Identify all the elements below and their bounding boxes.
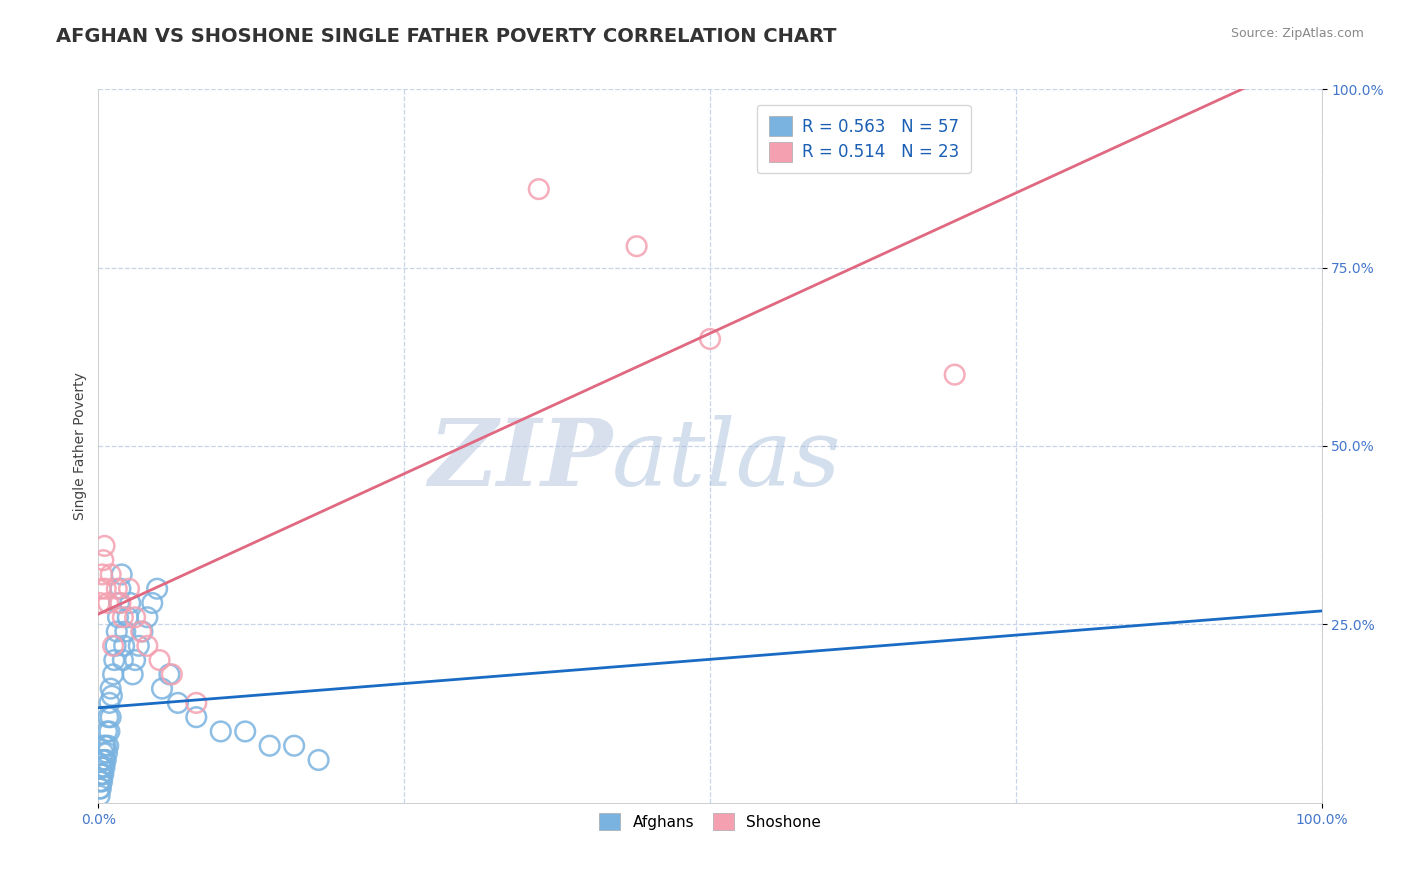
Point [108,596,131,610]
Point [101,667,124,681]
Point [121,667,143,681]
Point [90,774,112,789]
Point [91,567,114,582]
Point [527,182,550,196]
Point [94,753,117,767]
Point [112,639,135,653]
Point [89,781,111,796]
Point [283,739,305,753]
Point [124,610,146,624]
Point [93,753,115,767]
Point [160,667,183,681]
Point [89,789,111,803]
Point [105,624,128,639]
Point [150,681,173,696]
Point [90,781,112,796]
Point [104,639,127,653]
Y-axis label: Single Father Poverty: Single Father Poverty [73,372,87,520]
Point [91,774,114,789]
Point [93,539,115,553]
Point [107,610,129,624]
Point [186,696,208,710]
Point [91,753,114,767]
Text: AFGHAN VS SHOSHONE SINGLE FATHER POVERTY CORRELATION CHART: AFGHAN VS SHOSHONE SINGLE FATHER POVERTY… [56,27,837,45]
Point [97,596,120,610]
Point [131,624,153,639]
Point [167,696,190,710]
Text: atlas: atlas [612,416,842,505]
Point [101,639,124,653]
Point [699,332,721,346]
Point [943,368,966,382]
Point [149,653,172,667]
Point [91,760,114,774]
Point [110,582,132,596]
Point [91,760,114,774]
Point [209,724,232,739]
Point [91,767,114,781]
Point [120,596,142,610]
Text: Source: ZipAtlas.com: Source: ZipAtlas.com [1230,27,1364,40]
Point [129,624,152,639]
Point [105,582,128,596]
Point [111,567,134,582]
Point [97,710,120,724]
Point [93,739,115,753]
Point [96,746,118,760]
Point [111,653,134,667]
Point [90,767,112,781]
Point [626,239,648,253]
Point [118,582,141,596]
Point [100,710,122,724]
Point [124,653,146,667]
Point [90,760,112,774]
Point [110,596,132,610]
Point [94,739,117,753]
Point [136,610,159,624]
Point [100,681,122,696]
Point [97,739,120,753]
Point [117,610,139,624]
Point [233,724,256,739]
Point [136,639,159,653]
Point [91,746,114,760]
Legend: Afghans, Shoshone: Afghans, Shoshone [592,805,828,838]
Point [94,582,117,596]
Point [91,553,114,567]
Point [103,653,125,667]
Point [111,610,134,624]
Point [114,624,136,639]
Point [146,582,169,596]
Point [98,724,121,739]
Point [91,767,114,781]
Point [128,639,150,653]
Point [89,774,111,789]
Point [157,667,180,681]
Point [98,696,121,710]
Point [186,710,208,724]
Point [100,567,122,582]
Point [93,760,115,774]
Point [101,689,124,703]
Point [89,596,111,610]
Point [90,582,112,596]
Point [308,753,330,767]
Point [141,596,163,610]
Point [259,739,281,753]
Text: ZIP: ZIP [427,416,612,505]
Point [96,724,118,739]
